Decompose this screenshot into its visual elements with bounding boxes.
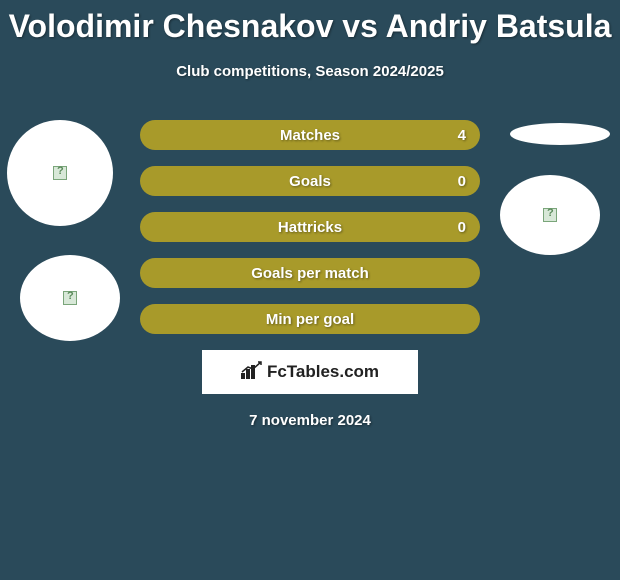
stat-bar: Min per goal [140, 304, 480, 334]
stat-value: 0 [458, 173, 466, 190]
stat-bar: Matches 4 [140, 120, 480, 150]
stat-label: Hattricks [278, 219, 342, 236]
subtitle: Club competitions, Season 2024/2025 [0, 63, 620, 80]
image-placeholder-icon [543, 208, 557, 222]
comparison-content: Matches 4 Goals 0 Hattricks 0 Goals per … [0, 120, 620, 429]
chart-icon [241, 361, 263, 384]
stat-bar: Goals 0 [140, 166, 480, 196]
image-placeholder-icon [53, 166, 67, 180]
brand-badge: FcTables.com [202, 350, 418, 394]
player-avatar-right-2 [500, 175, 600, 255]
stat-label: Min per goal [266, 311, 354, 328]
player-avatar-left-1 [7, 120, 113, 226]
player-avatar-right-1 [510, 123, 610, 145]
player-avatar-left-2 [20, 255, 120, 341]
page-title: Volodimir Chesnakov vs Andriy Batsula [0, 0, 620, 45]
image-placeholder-icon [63, 291, 77, 305]
stats-bars: Matches 4 Goals 0 Hattricks 0 Goals per … [140, 120, 480, 334]
date-text: 7 november 2024 [0, 412, 620, 429]
stat-bar: Goals per match [140, 258, 480, 288]
stat-value: 0 [458, 219, 466, 236]
stat-label: Matches [280, 127, 340, 144]
stat-label: Goals [289, 173, 331, 190]
stat-label: Goals per match [251, 265, 369, 282]
stat-value: 4 [458, 127, 466, 144]
brand-text: FcTables.com [267, 362, 379, 382]
stat-bar: Hattricks 0 [140, 212, 480, 242]
